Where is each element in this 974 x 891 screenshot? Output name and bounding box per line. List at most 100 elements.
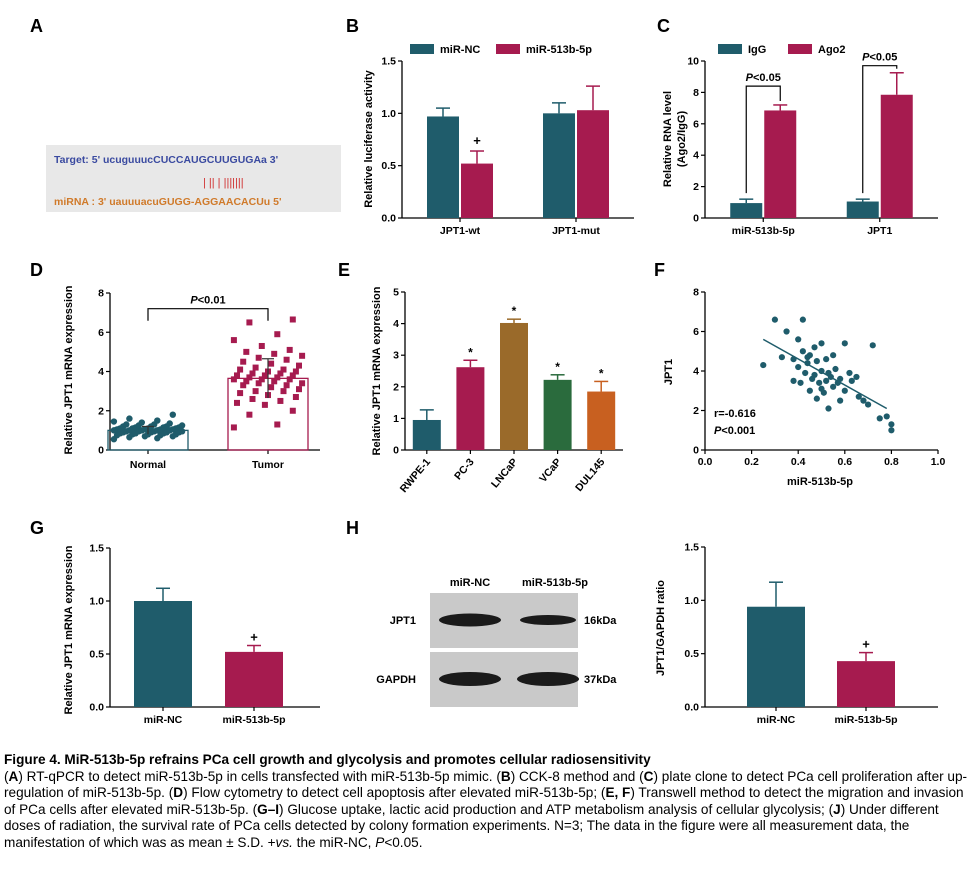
caption-title: Figure 4. MiR-513b-5p refrains PCa cell … bbox=[4, 752, 651, 767]
significance-bracket bbox=[745, 85, 781, 194]
x-tick-label: miR-NC bbox=[144, 714, 183, 726]
data-point bbox=[813, 395, 820, 402]
data-point bbox=[289, 372, 296, 379]
blot-row-label: GAPDH bbox=[376, 674, 416, 686]
data-point bbox=[274, 374, 281, 381]
caption-segment: G–I bbox=[257, 801, 280, 817]
data-point bbox=[827, 373, 834, 381]
data-point bbox=[280, 388, 287, 395]
data-point bbox=[837, 375, 844, 382]
blot-band bbox=[439, 672, 501, 686]
caption-segment: the miR-NC, bbox=[292, 834, 376, 850]
panel-label-D: D bbox=[30, 260, 43, 280]
data-point bbox=[230, 376, 237, 383]
blot-size-label: 37kDa bbox=[584, 674, 617, 686]
data-point bbox=[237, 390, 244, 397]
legend-swatch bbox=[718, 44, 742, 54]
caption-segment: B bbox=[500, 768, 511, 784]
panel-label-A: A bbox=[30, 16, 43, 36]
data-point bbox=[811, 371, 818, 379]
y-tick-label: 0 bbox=[693, 445, 699, 457]
correlation-p-rest: <0.001 bbox=[721, 425, 755, 437]
data-point bbox=[286, 346, 293, 353]
data-point bbox=[869, 342, 876, 349]
panel-label-C: C bbox=[657, 16, 670, 36]
data-point bbox=[296, 362, 302, 369]
data-point bbox=[797, 379, 804, 386]
y-tick-label: 6 bbox=[693, 326, 699, 338]
data-point bbox=[816, 379, 823, 386]
y-tick-label: 0.0 bbox=[381, 213, 396, 225]
y-tick-label: 1.5 bbox=[89, 543, 104, 555]
data-point bbox=[252, 364, 259, 371]
y-tick-label: 4 bbox=[98, 366, 104, 378]
significance-mark: * bbox=[555, 360, 560, 374]
legend-label: Ago2 bbox=[818, 44, 846, 56]
data-point bbox=[848, 377, 855, 384]
y-tick-label: 0 bbox=[693, 213, 699, 225]
caption-segment: J bbox=[833, 801, 841, 817]
significance-p-value-italic: P bbox=[862, 52, 870, 64]
data-point bbox=[240, 358, 247, 365]
data-point bbox=[830, 352, 837, 359]
y-tick-label: 2 bbox=[98, 405, 104, 417]
data-point bbox=[283, 382, 290, 389]
y-tick-label: 4 bbox=[693, 366, 699, 378]
data-point bbox=[249, 370, 256, 377]
bar bbox=[134, 601, 192, 707]
data-point bbox=[126, 415, 133, 422]
data-point bbox=[243, 348, 250, 355]
data-point bbox=[783, 328, 790, 335]
caption-segment: C bbox=[643, 768, 654, 784]
legend-label: IgG bbox=[748, 44, 766, 56]
y-tick-label: 1.5 bbox=[684, 542, 699, 554]
y-tick-label: 6 bbox=[98, 327, 104, 339]
data-point bbox=[841, 340, 848, 347]
bar bbox=[456, 367, 485, 450]
legend-label: miR-513b-5p bbox=[526, 44, 592, 56]
significance-bracket bbox=[147, 308, 269, 321]
data-point bbox=[243, 378, 250, 385]
significance-bracket bbox=[862, 65, 898, 194]
data-point bbox=[240, 382, 247, 389]
data-point bbox=[283, 356, 290, 363]
correlation-p-italic: P bbox=[714, 425, 722, 437]
significance-mark: + bbox=[250, 630, 258, 645]
bar bbox=[500, 322, 528, 450]
bar bbox=[543, 113, 575, 218]
data-point bbox=[274, 421, 281, 428]
y-axis-label: Relative JPT1 mRNA expression bbox=[371, 286, 383, 455]
significance-mark: * bbox=[468, 345, 473, 359]
y-axis-label: JPT1 bbox=[663, 359, 675, 385]
significance-mark: * bbox=[599, 366, 604, 380]
data-point bbox=[888, 421, 895, 428]
y-tick-label: 0 bbox=[98, 445, 104, 457]
caption-segment: P bbox=[375, 834, 385, 850]
data-point bbox=[795, 363, 802, 371]
significance-p-value: P<0.01 bbox=[190, 295, 225, 307]
caption-segment: ) Under different doses of radiation, th… bbox=[4, 801, 939, 850]
bar bbox=[880, 94, 913, 218]
caption-segment: ) RT-qPCR to detect miR-513b-5p in cells… bbox=[18, 768, 501, 784]
significance-mark: * bbox=[512, 304, 517, 318]
data-point bbox=[883, 413, 890, 420]
data-point bbox=[818, 367, 825, 375]
x-tick-label: 0.4 bbox=[791, 456, 806, 468]
caption-segment: A bbox=[8, 768, 19, 784]
bar bbox=[427, 116, 459, 218]
y-axis-label: Relative JPT1 mRNA expression bbox=[63, 285, 75, 454]
data-point bbox=[234, 372, 240, 379]
data-point bbox=[274, 331, 281, 338]
bar bbox=[846, 201, 879, 218]
data-point bbox=[832, 365, 839, 373]
data-point bbox=[830, 383, 837, 390]
data-point bbox=[292, 394, 299, 401]
data-point bbox=[813, 358, 820, 365]
data-point bbox=[123, 421, 130, 428]
y-tick-label: 1.0 bbox=[89, 596, 104, 608]
y-tick-label: 0.5 bbox=[381, 160, 396, 172]
data-point bbox=[760, 361, 767, 369]
data-point bbox=[289, 316, 296, 323]
data-point bbox=[876, 415, 883, 422]
base-pairing-lines: | || | ||||||| bbox=[203, 177, 244, 189]
